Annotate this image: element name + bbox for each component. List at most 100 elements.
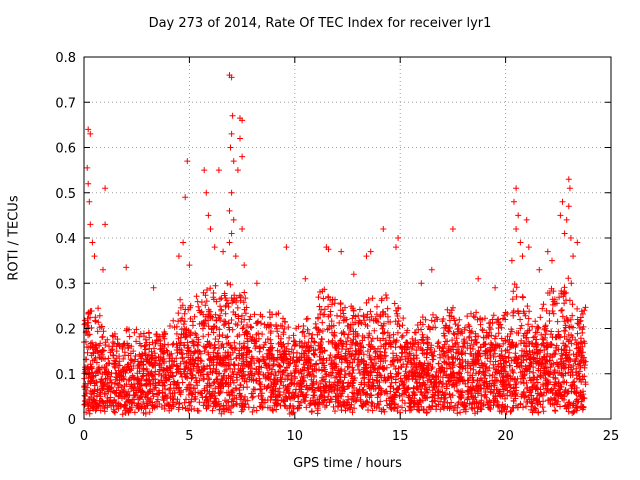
data-point — [340, 398, 347, 405]
data-point — [520, 391, 527, 398]
data-point — [576, 324, 583, 331]
data-point — [236, 369, 243, 376]
data-point — [468, 337, 475, 344]
data-point — [206, 376, 213, 383]
data-point — [579, 373, 586, 380]
data-point — [137, 387, 144, 394]
data-point — [387, 404, 394, 411]
data-point — [334, 385, 341, 392]
data-point — [369, 407, 376, 414]
data-point — [105, 355, 112, 362]
data-point — [360, 344, 367, 351]
data-point — [147, 370, 154, 377]
data-point — [469, 346, 476, 352]
data-point — [553, 359, 560, 366]
data-point — [338, 407, 345, 414]
data-point — [225, 349, 231, 356]
data-point — [461, 339, 468, 346]
data-point — [292, 375, 299, 382]
data-point — [291, 380, 298, 387]
data-point — [468, 328, 475, 335]
data-point — [334, 312, 340, 319]
data-point — [238, 293, 244, 300]
data-point — [200, 371, 207, 378]
data-point — [581, 354, 588, 361]
data-point — [355, 366, 362, 373]
data-point — [519, 253, 526, 260]
data-point — [290, 395, 296, 402]
data-point — [387, 370, 394, 377]
data-point — [306, 330, 312, 337]
data-point — [554, 401, 560, 408]
data-point — [210, 290, 217, 296]
data-point — [205, 401, 212, 407]
data-point — [562, 324, 569, 331]
data-point — [446, 324, 453, 331]
data-point — [239, 325, 246, 332]
data-point — [482, 315, 488, 322]
data-point — [399, 344, 405, 351]
data-point — [175, 253, 182, 260]
data-point — [194, 407, 201, 414]
data-point — [383, 295, 390, 301]
x-tick-label: 0 — [80, 429, 88, 444]
data-point — [295, 398, 302, 405]
data-point — [260, 344, 267, 351]
data-point — [173, 362, 180, 369]
data-point — [481, 360, 488, 367]
data-point — [301, 397, 308, 404]
data-point — [506, 362, 513, 369]
data-point — [221, 368, 228, 375]
data-point — [256, 380, 263, 387]
data-point — [237, 365, 244, 372]
data-point — [577, 314, 584, 321]
data-point — [94, 386, 101, 393]
data-point — [257, 403, 264, 410]
data-point — [269, 344, 276, 351]
data-point — [127, 383, 134, 390]
data-point — [462, 380, 469, 387]
data-point — [225, 320, 232, 327]
data-point — [581, 307, 588, 314]
data-point — [244, 344, 251, 351]
data-point — [122, 410, 129, 416]
data-point — [456, 361, 463, 368]
data-point — [440, 344, 447, 350]
data-point — [443, 322, 450, 329]
data-point — [159, 389, 166, 396]
data-point — [109, 332, 116, 339]
data-point — [366, 385, 373, 392]
data-point — [317, 349, 324, 356]
data-point — [141, 333, 147, 340]
data-point — [570, 379, 577, 386]
data-point — [543, 327, 550, 334]
data-point — [543, 364, 550, 371]
data-point — [166, 353, 173, 359]
data-point — [341, 402, 348, 409]
data-point — [335, 349, 342, 356]
data-point — [532, 405, 539, 412]
data-point — [578, 339, 585, 346]
data-point — [269, 366, 275, 373]
data-point — [309, 386, 316, 393]
data-point — [362, 389, 368, 396]
data-point — [475, 403, 482, 410]
data-point — [417, 374, 424, 381]
data-point — [346, 406, 353, 413]
data-point — [526, 340, 533, 347]
data-point — [486, 404, 493, 411]
data-point — [325, 393, 332, 400]
data-point — [380, 406, 387, 413]
data-point — [567, 235, 574, 241]
data-point — [90, 373, 97, 380]
data-point — [348, 380, 355, 387]
data-point — [243, 329, 250, 336]
data-point — [386, 401, 393, 408]
data-point — [292, 367, 299, 374]
data-point — [564, 316, 571, 323]
data-point — [261, 357, 268, 364]
data-point — [94, 347, 101, 354]
data-point — [163, 347, 170, 354]
data-point — [82, 401, 89, 407]
data-point — [430, 353, 437, 360]
